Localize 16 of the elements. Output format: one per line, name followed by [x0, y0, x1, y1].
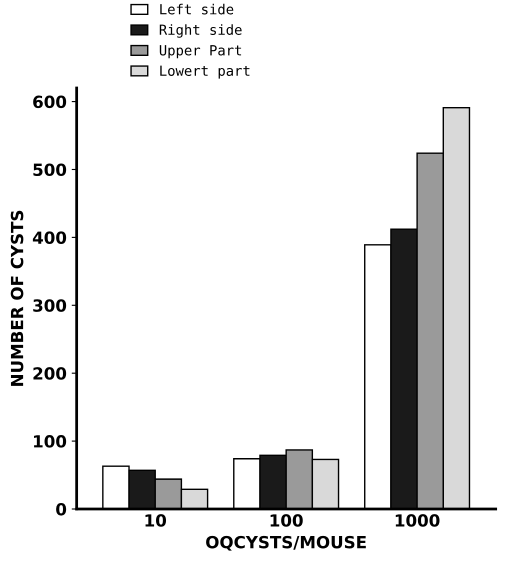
y-tick-label: 200: [33, 367, 66, 380]
x-axis-title: OQCYSTS/MOUSE: [206, 536, 366, 551]
legend-label: Upper Part: [160, 45, 242, 58]
legend-label: Right side: [160, 24, 242, 38]
y-tick-label: 400: [32, 231, 66, 244]
x-tick-label: 1000: [396, 514, 440, 527]
y-tick-label: 600: [33, 96, 66, 108]
legend-label: Left side: [160, 4, 234, 14]
y-tick-label: 100: [34, 435, 66, 448]
x-tick-label: 10: [146, 514, 166, 527]
y-tick-label: 300: [33, 299, 66, 312]
y-axis-title: NUMBER OF CYSTS: [10, 210, 24, 386]
y-tick-label: 500: [33, 163, 66, 176]
x-tick-label: 100: [270, 514, 303, 527]
y-tick-label: 0: [56, 502, 66, 516]
legend-label: Lowert part: [160, 66, 250, 79]
